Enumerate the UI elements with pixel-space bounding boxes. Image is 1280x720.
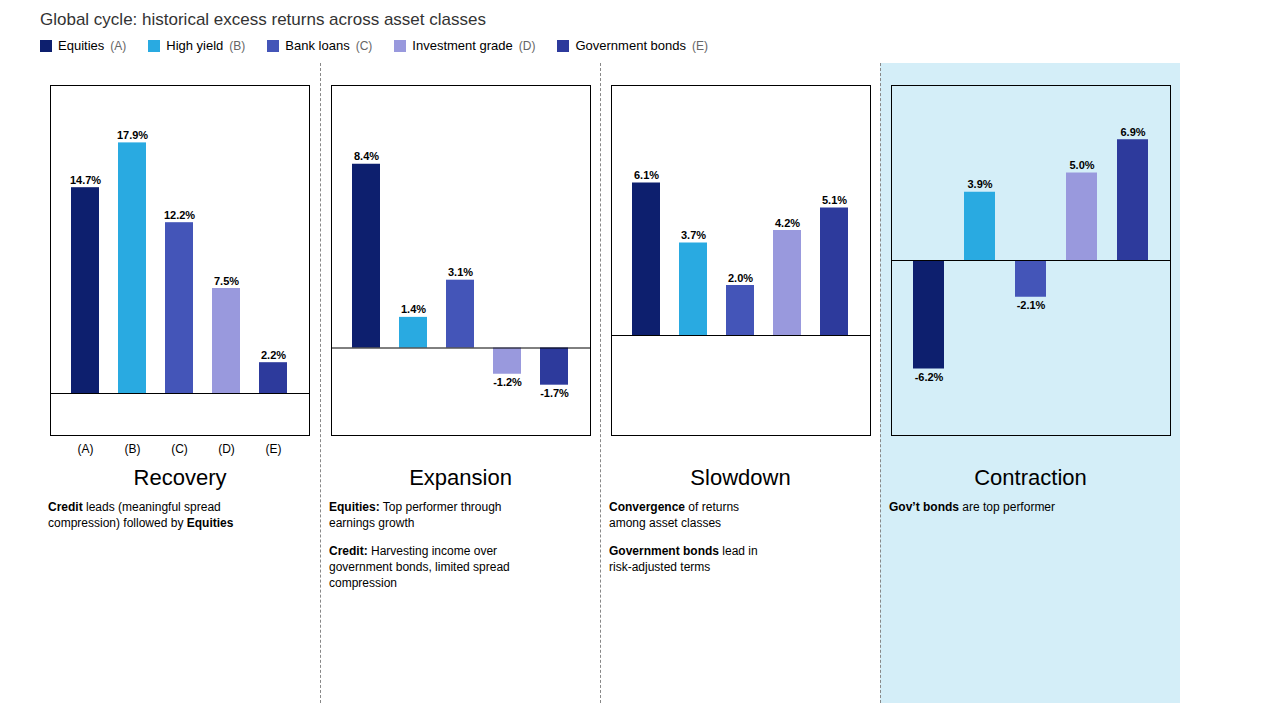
svg-text:5.1%: 5.1% [822,194,847,206]
html-text:(E): (E) [692,38,708,53]
html-text:Government bonds: Government bonds [575,38,686,53]
svg-text:14.7%: 14.7% [70,174,101,186]
svg-text:7.5%: 7.5% [214,275,239,287]
svg-text:6.9%: 6.9% [1120,126,1145,138]
svg-text:-1.7%: -1.7% [540,387,569,399]
svg-text:5.0%: 5.0% [1069,159,1094,171]
html-text:among asset classes: among asset classes [609,516,722,530]
svg-text:12.2%: 12.2% [164,209,195,221]
html-text:earnings growth: earnings growth [329,516,415,530]
svg-text:2.2%: 2.2% [261,349,286,361]
html-text:government bonds, limited spre: government bonds, limited spread [329,560,510,574]
svg-text:3.7%: 3.7% [681,229,706,241]
html-text:Gov’t bonds are top performer: Gov’t bonds are top performer [889,500,1055,514]
html-text:compression: compression [329,576,397,590]
svg-text:(E): (E) [266,442,282,456]
html-text:High yield (B): High yield (B) [166,38,246,53]
svg-text:(B): (B) [125,442,141,456]
svg-text:2.0%: 2.0% [728,272,753,284]
html-text:Global cycle: historical exces: Global cycle: historical excess returns … [40,10,486,29]
svg-text:6.1%: 6.1% [634,169,659,181]
html-text:Slowdown: Slowdown [690,465,791,490]
svg-text:3.9%: 3.9% [967,178,992,190]
svg-text:1.4%: 1.4% [401,303,426,315]
html-text:Credit: Harvesting income over: Credit: Harvesting income over [329,544,498,558]
svg-text:3.1%: 3.1% [448,266,473,278]
html-text:risk-adjusted terms: risk-adjusted terms [609,560,711,574]
html-text:Investment grade (D): Investment grade (D) [412,38,536,53]
html-text:Equities: Top performer throug: Equities: Top performer through [329,500,502,514]
html-text:Contraction: Contraction [974,465,1087,490]
svg-text:(D): (D) [218,442,235,456]
html-text:Recovery: Recovery [133,465,227,490]
html-text:compression) followed by Equit: compression) followed by Equities [48,516,234,530]
html-text:Credit leads (meaningful sprea: Credit leads (meaningful spread [48,500,221,514]
svg-text:-2.1%: -2.1% [1017,299,1046,311]
svg-text:-6.2%: -6.2% [915,371,944,383]
svg-text:4.2%: 4.2% [775,217,800,229]
html-text:Government bonds lead in: Government bonds lead in [609,544,758,558]
svg-text:(C): (C) [171,442,188,456]
svg-text:(A): (A) [78,442,94,456]
svg-text:8.4%: 8.4% [354,150,379,162]
html-text:Equities (A): Equities (A) [58,38,127,53]
svg-text:17.9%: 17.9% [117,129,148,141]
html-text:Expansion: Expansion [409,465,512,490]
svg-text:-1.2%: -1.2% [493,376,522,388]
html-text:Convergence of returns: Convergence of returns [609,500,740,514]
html-text:Bank loans (C): Bank loans (C) [285,38,373,53]
